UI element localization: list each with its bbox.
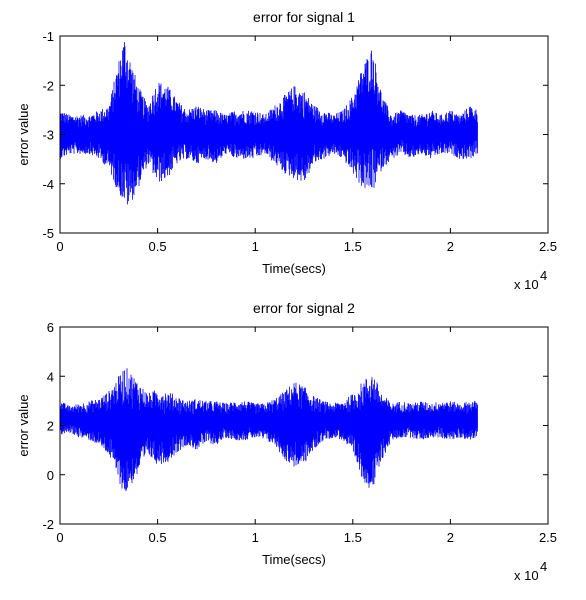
x-multiplier-exponent: 4	[540, 559, 547, 574]
y-tick-label: -2	[42, 517, 54, 532]
x-tick-label: 1.5	[344, 530, 362, 545]
y-tick-label: -2	[42, 78, 54, 93]
x-tick-label: 1.5	[344, 239, 362, 254]
x-axis-label: Time(secs)	[262, 552, 326, 567]
x-tick-label: 1	[252, 239, 259, 254]
x-tick-label: 0	[56, 530, 63, 545]
y-tick-label: 6	[47, 320, 54, 335]
x-tick-label: 2	[447, 530, 454, 545]
y-tick-label: -4	[42, 177, 54, 192]
y-axis-label: error value	[16, 103, 31, 165]
x-tick-label: 0	[56, 239, 63, 254]
x-tick-label: 0.5	[149, 530, 167, 545]
x-multiplier: x 10	[514, 277, 539, 292]
y-tick-label: 2	[47, 419, 54, 434]
x-tick-label: 0.5	[149, 239, 167, 254]
signal-trace	[59, 368, 478, 492]
y-tick-label: 4	[47, 369, 54, 384]
y-tick-label: -5	[42, 226, 54, 241]
x-multiplier-exponent: 4	[540, 268, 547, 283]
x-tick-label: 2.5	[539, 239, 557, 254]
chart-signal-2: error for signal 20 0.5 1 1.5 2 2.56420-2Time…	[16, 300, 557, 583]
x-axis-label: Time(secs)	[262, 261, 326, 276]
x-tick-label: 1	[252, 530, 259, 545]
x-tick-label: 2	[447, 239, 454, 254]
y-tick-label: -1	[42, 29, 54, 44]
x-multiplier: x 10	[514, 568, 539, 583]
chart-signal-1: error for signal 1 0 0.5 1 1.5 2 2.5 -1 -2 -3 -4 -5…	[16, 9, 557, 292]
y-tick-label: 0	[47, 468, 54, 483]
signal-trace	[59, 42, 478, 205]
y-axis-label: error value	[16, 394, 31, 456]
y-tick-label: -3	[42, 128, 54, 143]
chart-title: error for signal 2	[253, 300, 355, 316]
x-tick-label: 2.5	[539, 530, 557, 545]
chart-title: error for signal 1	[253, 9, 355, 25]
